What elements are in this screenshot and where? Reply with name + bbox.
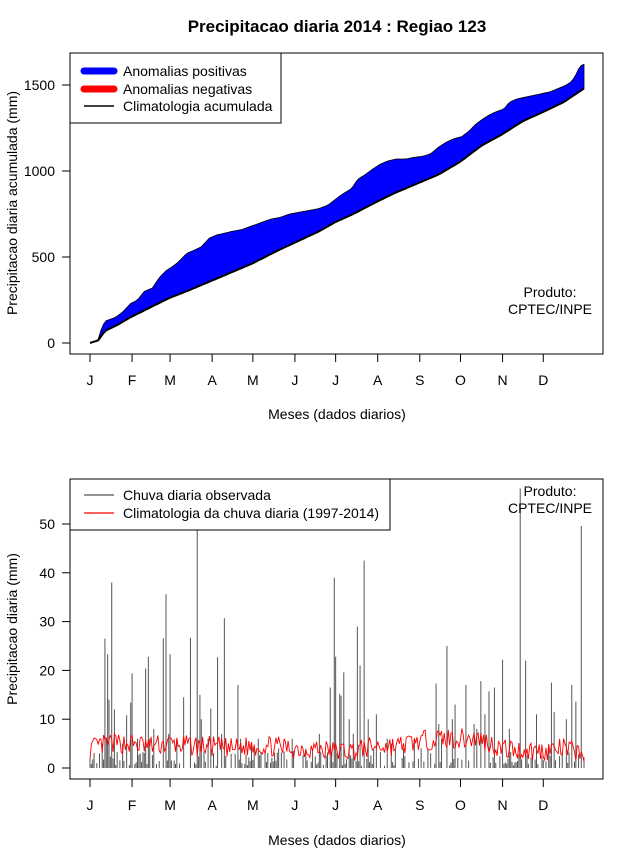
daily-x-tick-label: M [247, 797, 259, 813]
daily-y-label: Precipitacao diaria (mm) [4, 553, 20, 705]
accumulated-credit-line1: Produto: [524, 284, 577, 300]
daily-credit-line1: Produto: [524, 483, 577, 499]
daily-y-axis: 0 10 20 30 40 50 [39, 516, 71, 776]
accumulated-y-tick-label: 500 [32, 249, 56, 265]
accumulated-x-tick-label: A [207, 372, 217, 388]
daily-y-tick-label: 30 [39, 614, 55, 630]
accumulated-x-tick-label: A [373, 372, 383, 388]
daily-y-tick-label: 10 [39, 711, 55, 727]
accumulated-credit-line2: CPTEC/INPE [508, 301, 592, 317]
legend-label-observed: Chuva diaria observada [123, 487, 271, 503]
accumulated-x-tick-label: N [498, 372, 508, 388]
accumulated-x-tick-label: J [87, 372, 94, 388]
daily-credit-line2: CPTEC/INPE [508, 500, 592, 516]
daily-x-tick-label: J [332, 797, 339, 813]
accumulated-y-tick-label: 0 [47, 335, 55, 351]
legend-label-climatology: Climatologia acumulada [123, 98, 273, 114]
daily-x-tick-label: S [415, 797, 424, 813]
accumulated-y-label: Precipitacao diaria acumulada (mm) [4, 91, 20, 315]
accumulated-area-layer [89, 63, 585, 344]
daily-climatology-line [89, 728, 585, 762]
accumulated-x-tick-label: M [247, 372, 259, 388]
accumulated-legend: Anomalias positivas Anomalias negativas … [69, 52, 282, 124]
daily-y-tick-label: 0 [47, 760, 55, 776]
figure-title: Precipitacao diaria 2014 : Regiao 123 [188, 17, 487, 36]
legend-label-positive: Anomalias positivas [123, 63, 247, 79]
daily-x-tick-label: O [455, 797, 466, 813]
daily-x-tick-label: J [87, 797, 94, 813]
legend-label-negative: Anomalias negativas [123, 81, 252, 97]
accumulated-x-tick-label: O [455, 372, 466, 388]
daily-x-tick-label: F [128, 797, 137, 813]
daily-panel: 0 10 20 30 40 50 J F M A M J J A S O N D Meses (dados di… [4, 478, 604, 848]
daily-x-tick-label: A [373, 797, 383, 813]
daily-y-tick-label: 20 [39, 662, 55, 678]
accumulated-x-tick-label: D [538, 372, 548, 388]
daily-x-tick-label: M [164, 797, 176, 813]
daily-x-label: Meses (dados diarios) [268, 832, 406, 848]
accumulated-x-label: Meses (dados diarios) [268, 406, 406, 422]
daily-x-tick-label: J [291, 797, 298, 813]
daily-x-tick-label: A [207, 797, 217, 813]
daily-legend: Chuva diaria observada Climatologia da c… [69, 478, 391, 531]
daily-x-tick-label: N [498, 797, 508, 813]
accumulated-x-tick-label: J [291, 372, 298, 388]
legend-label-daily-climatology: Climatologia da chuva diaria (1997-2014) [123, 505, 379, 521]
daily-legend-box [69, 478, 391, 531]
accumulated-x-tick-label: S [415, 372, 424, 388]
climatology-accumulated-line [89, 87, 585, 344]
accumulated-x-tick-label: F [128, 372, 137, 388]
accumulated-x-tick-label: J [332, 372, 339, 388]
accumulated-y-tick-label: 1000 [24, 163, 55, 179]
accumulated-y-tick-label: 1500 [24, 77, 55, 93]
daily-climatology-layer [89, 728, 585, 762]
daily-y-tick-label: 40 [39, 565, 55, 581]
daily-y-tick-label: 50 [39, 516, 55, 532]
accumulated-x-tick-label: M [164, 372, 176, 388]
accumulated-panel: 0 500 1000 1500 J F M A M J J A S O N D Meses (dados d… [4, 52, 604, 422]
daily-x-tick-label: D [538, 797, 548, 813]
accumulated-y-axis: 0 500 1000 1500 [24, 77, 71, 351]
